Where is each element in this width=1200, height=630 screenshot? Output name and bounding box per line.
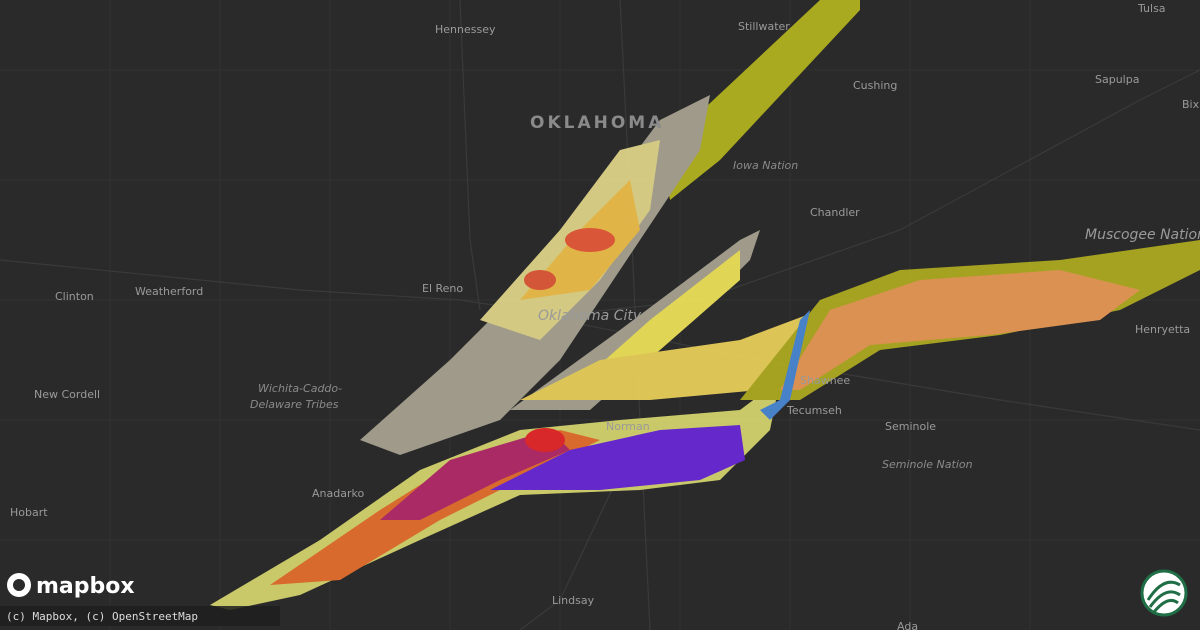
place-label: Sapulpa xyxy=(1095,73,1139,86)
place-label: Stillwater xyxy=(738,20,790,33)
place-label: Anadarko xyxy=(312,487,364,500)
mapbox-logo[interactable]: mapbox xyxy=(7,573,135,599)
place-label: Hobart xyxy=(10,506,48,519)
place-label: El Reno xyxy=(422,282,463,295)
place-label: Ada xyxy=(897,620,918,630)
logo-icon-inner xyxy=(13,579,25,591)
place-label: Clinton xyxy=(55,290,94,303)
hail-swaths xyxy=(210,0,1200,610)
brand-badge xyxy=(1140,569,1188,617)
state-label: OKLAHOMA xyxy=(530,113,664,133)
attribution[interactable]: (c) Mapbox, (c) OpenStreetMap xyxy=(6,610,198,623)
swath xyxy=(780,270,1140,390)
place-label: New Cordell xyxy=(34,388,100,401)
swath xyxy=(525,428,565,452)
place-label: Shawnee xyxy=(800,374,850,387)
place-label: Seminole Nation xyxy=(882,458,973,471)
place-label: Lindsay xyxy=(552,594,595,607)
place-label: Tecumseh xyxy=(786,404,842,417)
swath xyxy=(565,228,615,252)
place-label: Cushing xyxy=(853,79,897,92)
place-label: Delaware Tribes xyxy=(250,398,339,411)
place-label: Muscogee Nation xyxy=(1085,227,1200,243)
place-label: Tulsa xyxy=(1137,2,1166,15)
place-label: Chandler xyxy=(810,206,860,219)
place-label: Henryetta xyxy=(1135,323,1190,336)
place-label: Iowa Nation xyxy=(733,159,798,172)
swath xyxy=(660,0,860,200)
place-label: Seminole xyxy=(885,420,936,433)
place-label: Oklahoma City xyxy=(538,308,642,324)
place-labels: OKLAHOMA Hennessey Stillwater Tulsa Sapu… xyxy=(10,2,1200,630)
place-label: Norman xyxy=(606,420,650,433)
place-label: Hennessey xyxy=(435,23,496,36)
logo-text: mapbox xyxy=(36,574,135,599)
swath xyxy=(760,310,810,420)
swath xyxy=(380,430,570,520)
swath xyxy=(524,270,556,290)
place-label: Wichita-Caddo- xyxy=(258,382,342,395)
swath xyxy=(520,310,830,400)
swath xyxy=(490,425,745,490)
swath xyxy=(510,230,760,410)
place-label: Weatherford xyxy=(135,285,203,298)
place-label: Bixby xyxy=(1182,98,1200,111)
attribution-bg xyxy=(0,606,280,626)
